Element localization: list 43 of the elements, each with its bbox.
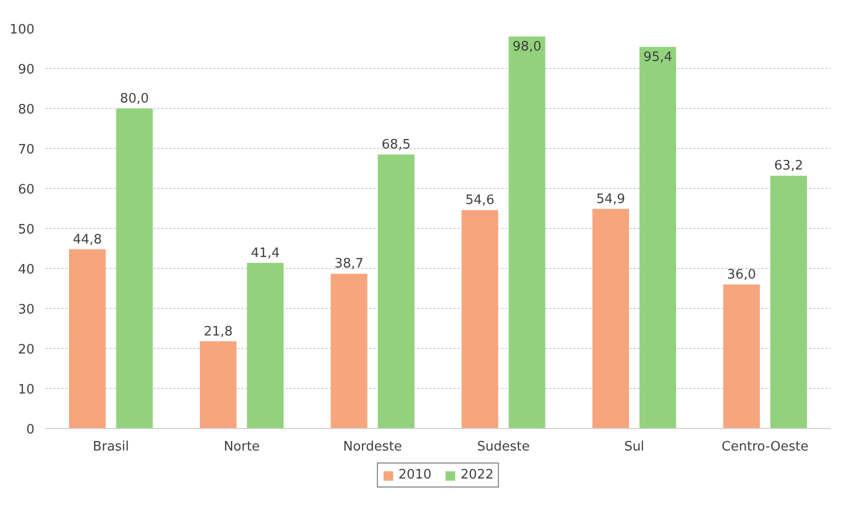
y-tick-label: 70 [18, 142, 35, 158]
data-label: 41,4 [250, 246, 280, 261]
x-tick-label: Centro-Oeste [722, 440, 809, 454]
data-label: 54,6 [465, 193, 494, 208]
y-tick-label: 30 [18, 302, 35, 318]
bar [639, 46, 676, 428]
data-label: 54,9 [596, 192, 626, 207]
data-label: 21,8 [204, 324, 233, 340]
x-tick-label: Norte [224, 440, 260, 454]
data-label: 63,2 [774, 158, 804, 174]
bar [116, 108, 153, 428]
bar [378, 154, 414, 428]
data-label: 68,5 [382, 138, 411, 152]
y-tick-label: 10 [18, 382, 35, 398]
data-label: 80,0 [120, 92, 149, 106]
y-tick-label: 50 [18, 222, 35, 238]
bar [69, 249, 106, 428]
data-label: 98,0 [512, 40, 542, 54]
bar [330, 274, 368, 428]
y-tick-label: 60 [18, 182, 35, 198]
data-label: 38,7 [334, 256, 364, 272]
bar [592, 208, 630, 428]
bar [200, 341, 237, 428]
legend-label: 2010 [398, 468, 432, 482]
bar [723, 284, 760, 428]
bar [462, 210, 498, 428]
x-tick-label: Brasil [92, 440, 130, 454]
data-label: 95,4 [643, 50, 672, 65]
y-tick-label: 40 [18, 262, 35, 278]
legend-label: 2022 [460, 468, 494, 482]
y-tick-label: 100 [10, 22, 35, 38]
y-tick-label: 90 [18, 62, 35, 78]
y-tick-label: 80 [18, 102, 35, 118]
data-label: 36,0 [727, 268, 756, 282]
bar [246, 262, 284, 428]
y-tick-label: 20 [18, 342, 35, 358]
y-tick-label: 0 [26, 422, 35, 438]
bar [770, 176, 807, 428]
x-tick-label: Sul [624, 440, 644, 454]
bar [508, 36, 546, 428]
data-label: 44,8 [72, 232, 102, 248]
x-tick-label: Nordeste [343, 440, 402, 454]
x-tick-label: Sudeste [477, 440, 530, 454]
